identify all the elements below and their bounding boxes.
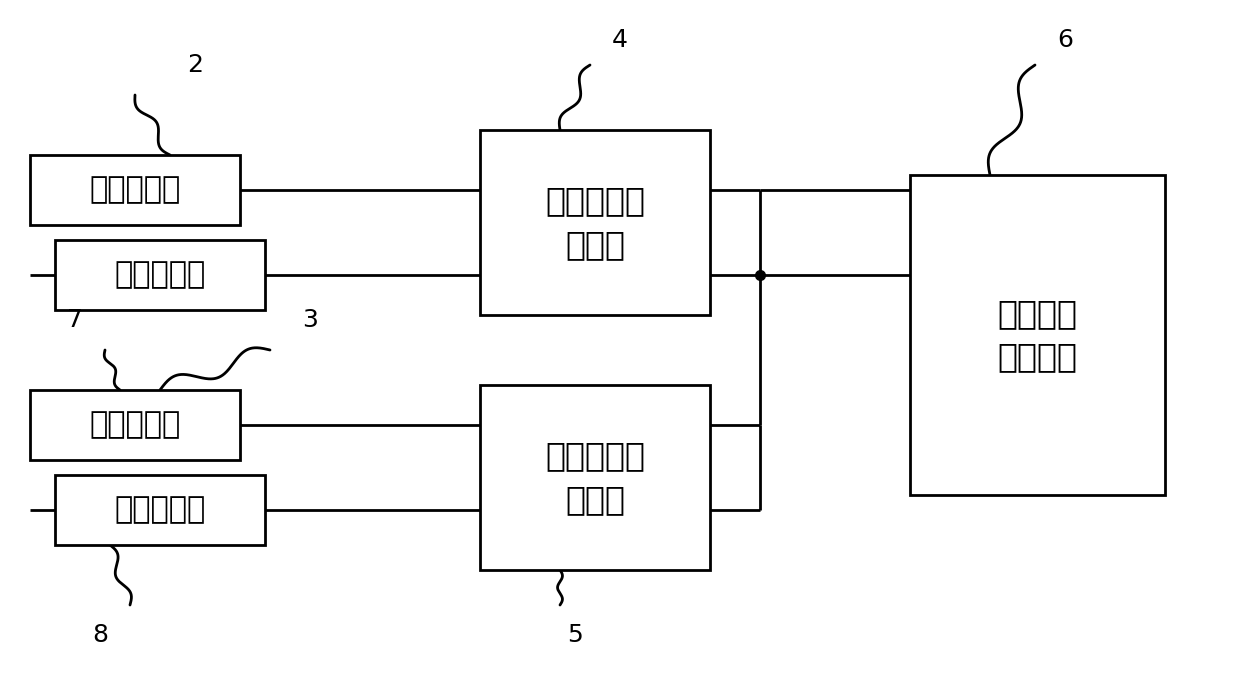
Bar (910, 175, 1166, 495)
Text: 电流传感器: 电流传感器 (114, 260, 206, 290)
Text: 3: 3 (303, 308, 317, 332)
Text: 中间直流
电压回路: 中间直流 电压回路 (997, 297, 1078, 373)
Bar (55, 240, 265, 310)
Text: 2: 2 (187, 53, 203, 77)
Bar (55, 475, 265, 545)
Text: 5: 5 (567, 623, 583, 647)
Text: 四象限整流
器模块: 四象限整流 器模块 (546, 184, 645, 261)
Bar (480, 130, 711, 315)
Bar (30, 155, 241, 225)
Text: 7: 7 (67, 308, 83, 332)
Text: 4: 4 (613, 28, 627, 52)
Text: 6: 6 (1056, 28, 1073, 52)
Text: 四象限整流
器模块: 四象限整流 器模块 (546, 439, 645, 516)
Text: 预充电电路: 预充电电路 (89, 176, 181, 205)
Text: 预充电电路: 预充电电路 (89, 410, 181, 439)
Bar (480, 385, 711, 570)
Text: 8: 8 (92, 623, 108, 647)
Text: 电流传感器: 电流传感器 (114, 496, 206, 525)
Bar (30, 390, 241, 460)
